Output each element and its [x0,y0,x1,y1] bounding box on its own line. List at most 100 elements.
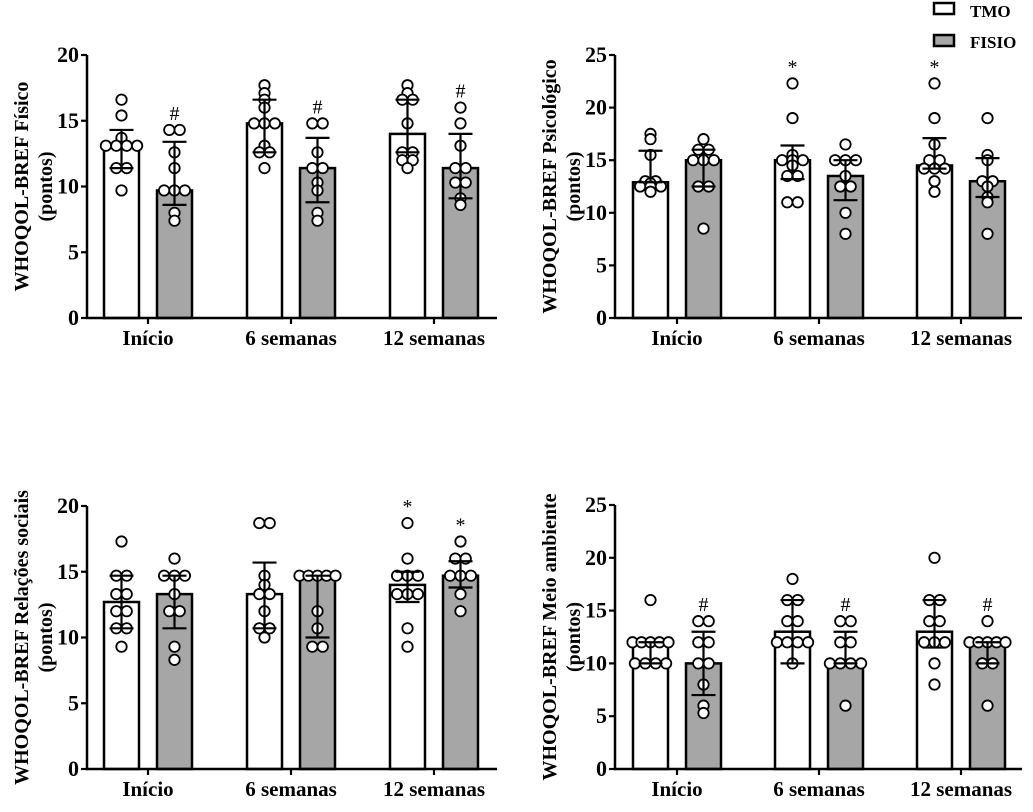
data-point-tmo-1 [258,631,271,644]
x-tick-label: 12 semanas [383,326,485,350]
significance-marker-fisio-2: # [456,81,466,103]
y-tick-label: 0 [596,756,607,781]
chart-panel-1: WHOQOL-BREF Físico (pontos) # # #0 5 10 15 20 Iní… [11,42,497,350]
data-point-tmo-0 [110,588,123,601]
data-point-fisio-2 [459,176,472,189]
y-tick-label: 10 [57,174,79,199]
y-tick-label: 0 [68,756,79,781]
data-point-tmo-0 [120,139,133,152]
data-point-tmo-1 [781,196,794,209]
data-point-tmo-0 [115,109,128,122]
legend-label-tmo: TMO [970,2,1011,21]
bar-tmo-0 [102,600,141,771]
data-point-tmo-1 [770,636,784,649]
y-axis-title: WHOQOL-BREF Físico [11,82,33,292]
y-tick-label: 20 [57,42,79,67]
data-point-tmo-0 [110,139,123,152]
data-point-tmo-0 [644,593,657,607]
chart-panel-3: WHOQOL-BREF Relações sociais (pontos) * * 0 5… [11,490,497,801]
data-point-tmo-0 [115,93,128,106]
y-tick-label: 25 [585,42,607,67]
data-point-fisio-0 [168,653,181,666]
data-point-fisio-0 [702,615,715,628]
data-point-tmo-0 [644,133,657,146]
y-axis-units: (pontos) [563,151,585,221]
data-point-tmo-0 [131,139,144,152]
data-point-fisio-1 [844,636,857,649]
data-point-tmo-1 [791,615,804,628]
data-point-tmo-2 [917,636,931,649]
data-point-fisio-2 [981,699,994,712]
y-tick-label: 15 [585,598,607,623]
data-point-tmo-1 [253,516,266,530]
x-tick-label: 12 semanas [910,326,1012,350]
data-point-fisio-2 [454,535,467,548]
legend: TMO FISIO [932,1,1016,52]
data-point-tmo-2 [401,552,414,565]
data-point-fisio-2 [454,101,467,114]
y-tick-label: 20 [585,95,607,120]
data-point-tmo-0 [662,636,675,649]
data-point-fisio-1 [329,569,342,582]
data-point-fisio-1 [839,138,852,151]
data-point-fisio-0 [692,657,705,670]
data-point-tmo-2 [938,636,952,649]
data-point-tmo-2 [923,615,936,628]
data-point-tmo-1 [791,196,804,209]
y-axis-title: WHOQOL-BREF Psicológico [539,59,561,313]
y-tick-label: 25 [585,492,607,517]
data-point-tmo-0 [110,605,123,618]
data-point-fisio-1 [306,117,319,130]
bar-tmo-0 [631,181,670,320]
data-point-tmo-2 [390,588,404,601]
legend-swatch-fisio [932,33,956,48]
y-tick-label: 10 [585,200,607,225]
legend-label-fisio: FISIO [970,33,1016,52]
x-tick-label: 6 semanas [773,777,865,801]
data-point-tmo-0 [115,184,128,197]
data-point-tmo-2 [928,551,941,564]
y-tick-label: 20 [57,493,79,518]
bar-tmo-2 [915,630,954,771]
data-point-fisio-1 [834,180,847,193]
data-point-fisio-0 [178,184,191,197]
data-point-fisio-1 [316,117,329,130]
data-point-tmo-2 [928,77,941,90]
data-point-tmo-1 [268,117,281,130]
significance-marker-fisio-1: # [313,96,323,118]
y-tick-label: 15 [585,147,607,172]
chart-panel-4: WHOQOL-BREF Meio ambiente (pontos) # # #0 5 10… [539,492,1022,801]
x-tick-label: 6 semanas [245,326,337,350]
x-tick-label: 6 semanas [245,777,337,801]
y-tick-label: 0 [68,305,79,330]
data-point-tmo-2 [928,678,941,691]
data-point-fisio-2 [999,636,1012,649]
data-point-fisio-0 [692,636,705,649]
data-point-fisio-2 [981,196,994,209]
data-point-fisio-2 [454,198,467,212]
y-axis-units: (pontos) [35,602,57,672]
data-point-tmo-2 [401,640,414,653]
data-point-fisio-1 [316,161,329,175]
data-point-fisio-2 [449,161,462,175]
legend-swatch-tmo [932,1,956,16]
data-point-tmo-1 [786,572,799,586]
y-tick-label: 20 [585,545,607,570]
data-point-tmo-2 [928,657,941,670]
data-point-fisio-0 [168,214,181,227]
bar-tmo-1 [773,158,812,320]
y-tick-label: 10 [57,625,79,650]
data-point-fisio-1 [306,640,319,653]
data-point-fisio-1 [306,161,319,175]
data-point-tmo-0 [99,139,113,152]
data-point-fisio-0 [697,133,710,146]
y-tick-label: 15 [57,559,79,584]
bar-fisio-1 [826,662,865,771]
significance-marker-tmo-1: * [788,56,798,78]
data-point-fisio-0 [168,640,181,653]
significance-marker-fisio-0: # [170,103,180,125]
data-point-tmo-1 [775,154,789,167]
data-point-fisio-1 [844,615,857,628]
bar-tmo-0 [102,144,141,320]
